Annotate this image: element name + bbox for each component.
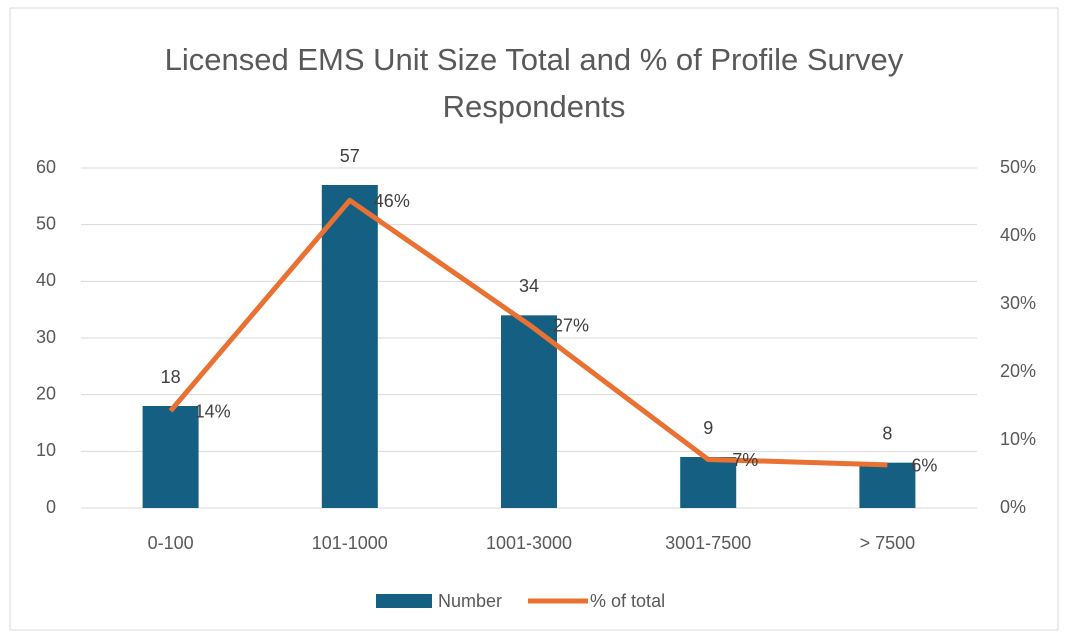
data-label: 57 <box>340 146 360 166</box>
data-label: 14% <box>195 402 231 422</box>
y2-tick-label: 0% <box>1000 497 1026 517</box>
bar <box>321 185 378 508</box>
legend-label: % of total <box>590 591 665 611</box>
y-tick-label: 10 <box>36 440 56 460</box>
y-tick-label: 50 <box>36 213 56 233</box>
y2-tick-label: 40% <box>1000 225 1036 245</box>
x-tick-label: > 7500 <box>860 533 916 553</box>
x-tick-label: 0-100 <box>148 533 194 553</box>
y-tick-label: 20 <box>36 383 56 403</box>
data-label: 46% <box>374 191 410 211</box>
chart-title: Licensed EMS Unit Size Total and % of Pr… <box>164 42 904 124</box>
line <box>168 197 888 468</box>
bar <box>501 315 557 508</box>
legend-swatch <box>376 594 432 608</box>
legend-label: Number <box>438 591 502 611</box>
x-tick-label: 101-1000 <box>312 533 388 553</box>
y-tick-label: 40 <box>36 270 56 290</box>
data-label: 27% <box>553 315 589 335</box>
x-tick-label: 1001-3000 <box>486 533 572 553</box>
bar <box>142 406 199 508</box>
data-label: 9 <box>703 418 713 438</box>
x-tick-label: 3001-7500 <box>665 533 751 553</box>
bar <box>859 462 916 508</box>
data-label: 6% <box>911 456 937 476</box>
data-label: 7% <box>732 450 758 470</box>
y2-tick-label: 10% <box>1000 429 1036 449</box>
bar <box>680 457 737 508</box>
data-label: 8 <box>882 423 892 443</box>
y2-tick-label: 20% <box>1000 361 1036 381</box>
data-label: 34 <box>519 276 539 296</box>
y2-tick-label: 50% <box>1000 157 1036 177</box>
y2-tick-label: 30% <box>1000 293 1036 313</box>
y-tick-label: 60 <box>36 157 56 177</box>
data-label: 18 <box>161 367 181 387</box>
y-tick-label: 0 <box>46 497 56 517</box>
y-tick-label: 30 <box>36 327 56 347</box>
